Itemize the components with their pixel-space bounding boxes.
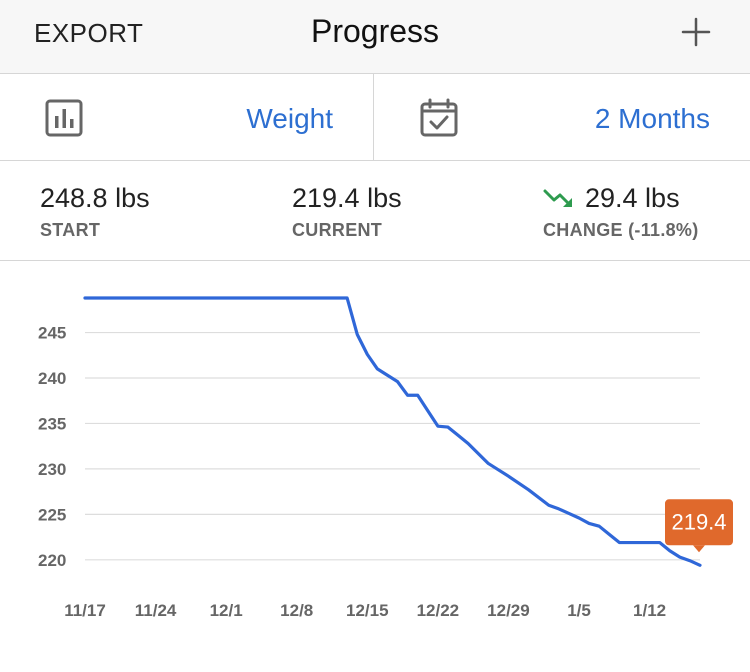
- start-stat: 248.8 lbs START: [40, 183, 150, 241]
- x-tick-label: 12/15: [346, 601, 389, 620]
- x-tick-label: 12/1: [210, 601, 243, 620]
- y-tick-label: 245: [38, 324, 66, 343]
- current-value: 219.4 lbs: [292, 183, 402, 213]
- app-header: EXPORT Progress: [0, 0, 750, 74]
- x-tick-label: 11/24: [135, 601, 177, 620]
- x-tick-label: 1/12: [633, 601, 666, 620]
- x-tick-label: 1/5: [567, 601, 591, 620]
- change-stat: 29.4 lbs CHANGE (-11.8%): [543, 183, 699, 241]
- y-tick-label: 240: [38, 369, 66, 388]
- weight-series-line: [83, 296, 702, 567]
- range-label: 2 Months: [594, 103, 710, 134]
- metric-selector[interactable]: Weight: [0, 74, 374, 160]
- stats-row: 248.8 lbs START 219.4 lbs CURRENT 29.4 l…: [0, 161, 750, 261]
- x-tick-label: 12/22: [417, 601, 460, 620]
- range-selector[interactable]: 2 Months: [375, 74, 750, 160]
- change-label: CHANGE (-11.8%): [543, 220, 699, 240]
- badge-label: 219.4: [671, 509, 726, 534]
- weight-chart: 220 225 230 235 240 245 11/17 11/24 12/1 12/8 12/1…: [0, 262, 750, 672]
- start-value: 248.8 lbs: [40, 183, 150, 213]
- current-stat: 219.4 lbs CURRENT: [292, 183, 402, 241]
- badge-background: [665, 499, 733, 546]
- x-tick-label: 12/29: [487, 601, 530, 620]
- badge-pointer: [693, 545, 705, 553]
- y-tick-label: 230: [38, 460, 66, 479]
- calendar-check-icon: [420, 98, 458, 137]
- trend-down-icon: [543, 189, 572, 207]
- change-value-row: 29.4 lbs: [543, 183, 699, 214]
- current-label: CURRENT: [292, 220, 383, 240]
- current-value-badge: 219.4: [665, 499, 733, 553]
- plus-icon: [681, 17, 711, 47]
- y-tick-label: 235: [38, 414, 66, 433]
- selector-bar: Weight 2 Months: [0, 74, 750, 161]
- x-tick-label: 12/8: [280, 601, 313, 620]
- y-tick-label: 225: [38, 505, 66, 524]
- x-tick-label: 11/17: [64, 601, 106, 620]
- chart-canvas: 220 225 230 235 240 245 11/17 11/24 12/1 12/8 12/1…: [38, 296, 733, 620]
- export-button[interactable]: EXPORT: [34, 18, 144, 48]
- add-button[interactable]: [680, 16, 712, 48]
- start-label: START: [40, 220, 101, 240]
- bar-chart-icon: [45, 99, 83, 137]
- y-tick-label: 220: [38, 551, 66, 570]
- change-value: 29.4 lbs: [585, 183, 680, 213]
- metric-label: Weight: [246, 103, 333, 134]
- page-title: Progress: [310, 13, 440, 49]
